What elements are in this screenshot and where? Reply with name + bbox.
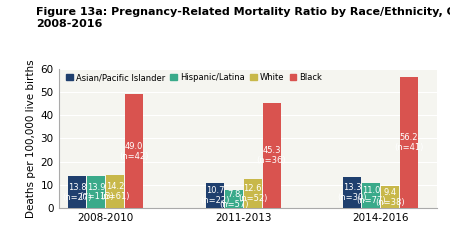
Text: 11.0
(n=77): 11.0 (n=77)	[356, 186, 386, 205]
Bar	[225, 190, 243, 208]
Text: 9.4
(n=38): 9.4 (n=38)	[375, 188, 405, 207]
Y-axis label: Deaths per 100,000 live births: Deaths per 100,000 live births	[27, 59, 36, 218]
Text: 45.3
(n=36): 45.3 (n=36)	[257, 146, 286, 165]
Bar	[400, 77, 418, 208]
Legend: Asian/Pacific Islander, Hispanic/Latina, White, Black: Asian/Pacific Islander, Hispanic/Latina,…	[63, 70, 326, 86]
Text: 49.0
(n=42): 49.0 (n=42)	[119, 142, 149, 160]
Bar	[244, 179, 261, 208]
Text: Figure 13a: Pregnancy-Related Mortality Ratio by Race/Ethnicity, California
2008: Figure 13a: Pregnancy-Related Mortality …	[36, 7, 450, 29]
Text: 13.9
(n=113): 13.9 (n=113)	[79, 183, 114, 201]
Bar	[106, 175, 124, 208]
Text: 13.3
(n=30): 13.3 (n=30)	[338, 184, 367, 202]
Bar	[206, 183, 224, 208]
Text: 12.6
(n=52): 12.6 (n=52)	[238, 184, 267, 203]
Text: 14.2
(n=61): 14.2 (n=61)	[100, 182, 130, 201]
Text: 56.2
(n=41): 56.2 (n=41)	[394, 134, 424, 152]
Bar	[343, 177, 361, 208]
Text: 13.8
(n=27): 13.8 (n=27)	[63, 183, 92, 202]
Bar	[125, 94, 143, 208]
Text: 10.7
(n=22): 10.7 (n=22)	[200, 186, 230, 205]
Bar	[362, 183, 380, 208]
Bar	[87, 176, 105, 208]
Bar	[68, 176, 86, 208]
Text: 7.8
(n=57): 7.8 (n=57)	[219, 190, 248, 208]
Bar	[263, 103, 280, 208]
Bar	[381, 186, 399, 208]
